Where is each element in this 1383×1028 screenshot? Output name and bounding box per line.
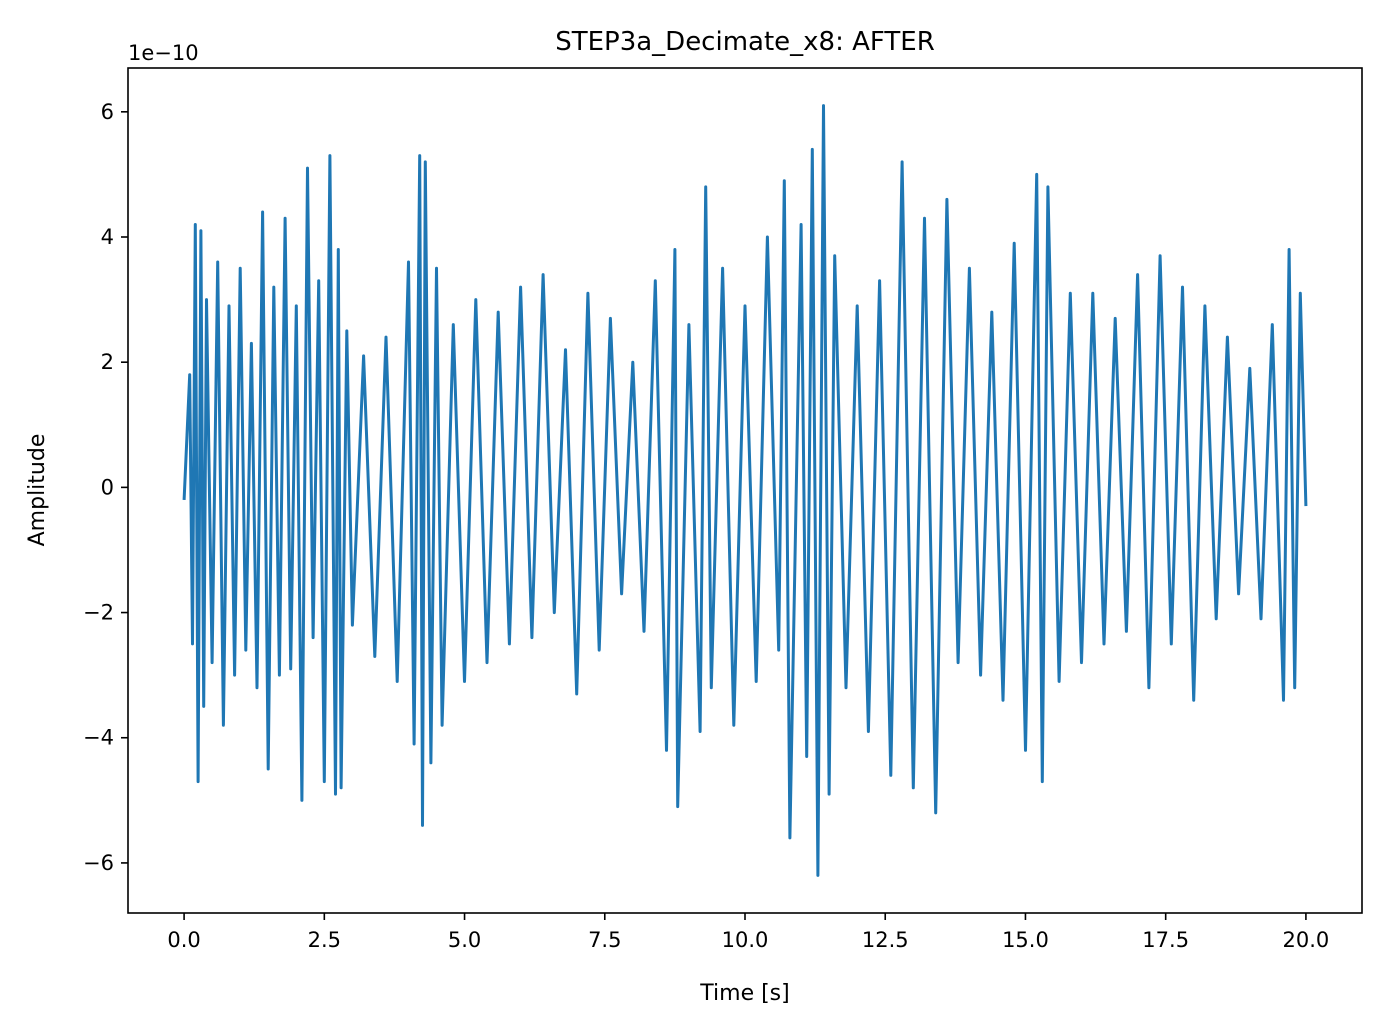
y-tick-label: −4 <box>83 726 114 750</box>
x-tick-label: 2.5 <box>308 928 341 952</box>
y-tick-label: 4 <box>101 225 114 249</box>
plot-area <box>182 104 1308 877</box>
series-line-0 <box>182 104 1308 877</box>
y-tick-label: 2 <box>101 350 114 374</box>
x-tick-label: 7.5 <box>588 928 621 952</box>
y-axis: −6 −4 −2 0 2 4 6 <box>83 100 128 875</box>
x-tick-label: 10.0 <box>722 928 769 952</box>
x-axis: 0.0 2.5 5.0 7.5 10.0 12.5 15.0 17.5 20.0 <box>167 913 1329 952</box>
x-tick-label: 0.0 <box>167 928 200 952</box>
x-tick-label: 15.0 <box>1002 928 1049 952</box>
x-tick-label: 17.5 <box>1142 928 1189 952</box>
chart-title: STEP3a_Decimate_x8: AFTER <box>555 27 935 57</box>
y-tick-label: −2 <box>83 601 114 625</box>
x-tick-label: 5.0 <box>448 928 481 952</box>
y-offset-label: 1e−10 <box>128 41 199 65</box>
y-tick-label: 0 <box>101 475 114 499</box>
y-axis-label: Amplitude <box>25 434 50 547</box>
x-tick-label: 12.5 <box>862 928 909 952</box>
y-tick-label: 6 <box>101 100 114 124</box>
x-tick-label: 20.0 <box>1283 928 1330 952</box>
x-axis-label: Time [s] <box>699 981 789 1006</box>
y-tick-label: −6 <box>83 851 114 875</box>
